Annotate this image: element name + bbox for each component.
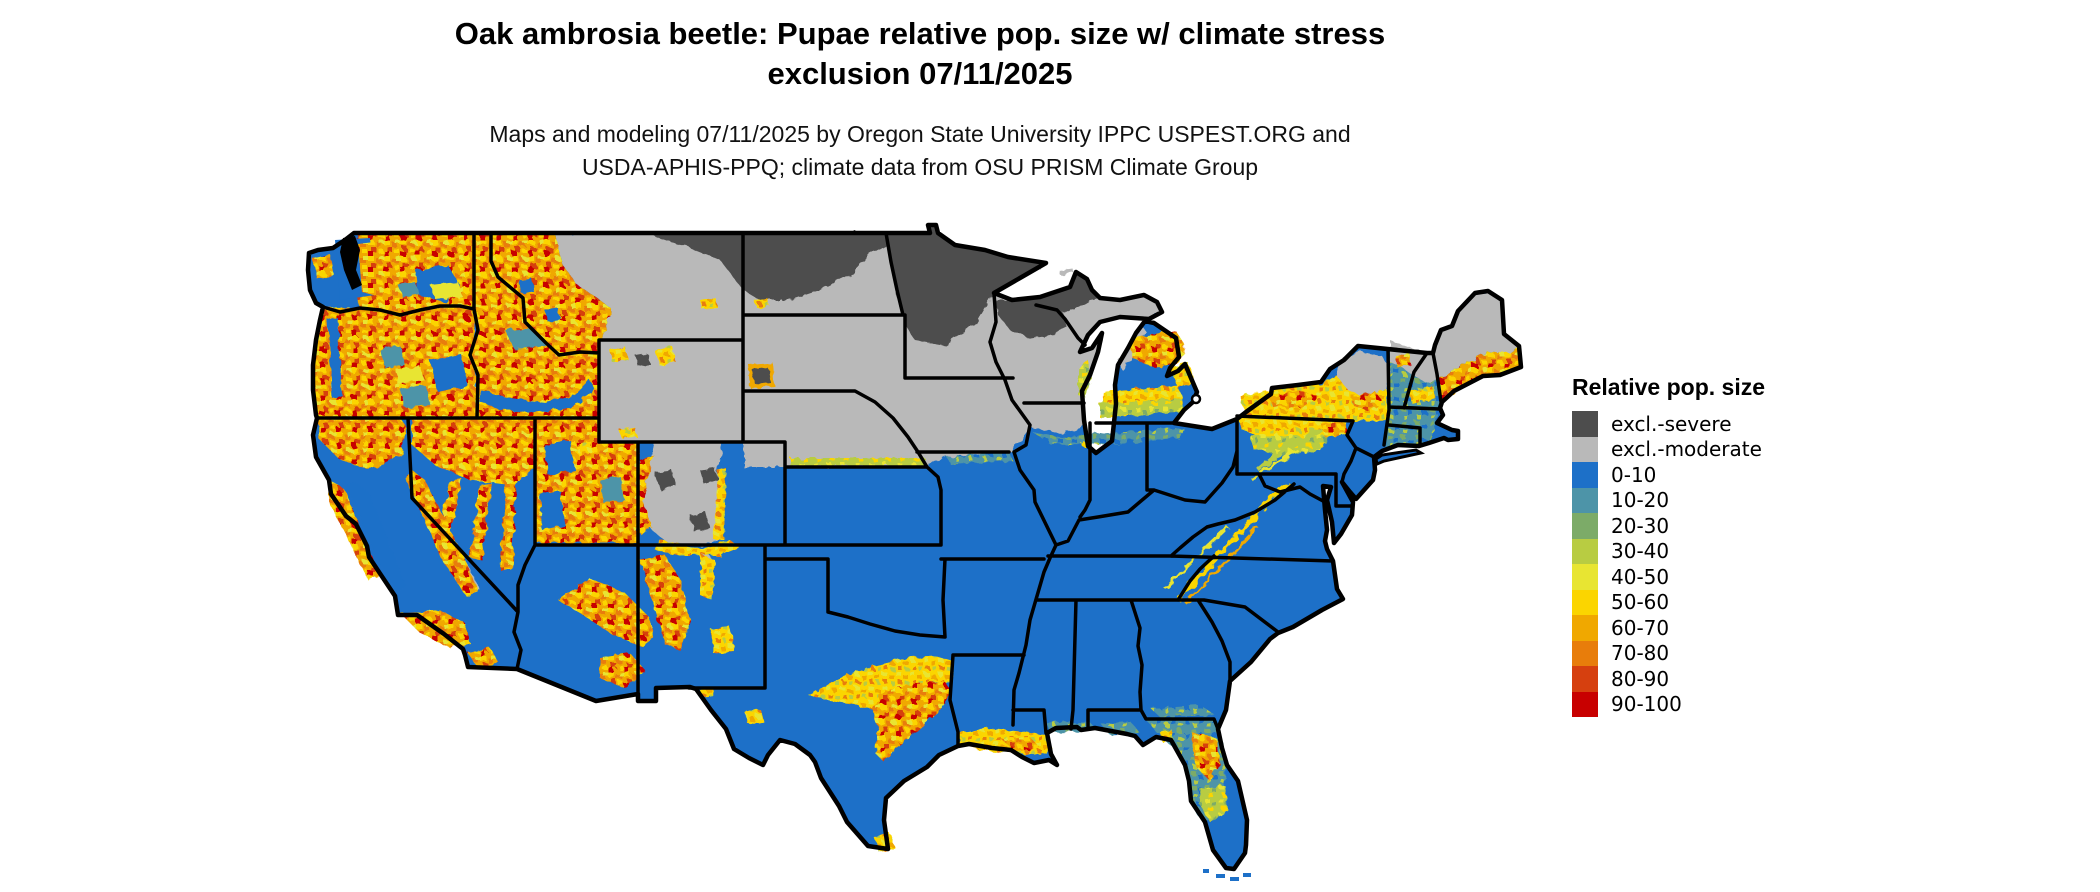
legend-swatch [1572,640,1598,666]
title-line-1: Oak ambrosia beetle: Pupae relative pop.… [454,16,1386,51]
legend-item-40-50: 40-50 [1572,564,1765,590]
state-borders [315,231,1443,748]
legend-swatch [1572,615,1598,641]
legend-swatch [1572,513,1598,539]
legend-item-30-40: 30-40 [1572,538,1765,564]
legend-label: 10-20 [1611,488,1670,513]
islands [1190,393,1426,881]
legend-item-70-80: 70-80 [1572,640,1765,666]
legend-item-excl-moderate: excl.-moderate [1572,436,1765,462]
legend-swatch [1572,411,1598,437]
legend-swatch [1572,538,1598,564]
legend-item-50-60: 50-60 [1572,589,1765,615]
legend-item-80-90: 80-90 [1572,666,1765,692]
legend-label: 90-100 [1611,692,1682,717]
legend-label: 30-40 [1611,539,1670,564]
legend-label: 20-30 [1611,513,1670,538]
legend-swatch [1572,564,1598,590]
legend-item-90-100: 90-100 [1572,691,1765,717]
subtitle-line-1: Maps and modeling 07/11/2025 by Oregon S… [489,121,1351,147]
legend: Relative pop. size excl.-severe excl.-mo… [1572,374,1765,717]
legend-title: Relative pop. size [1572,374,1766,400]
legend-swatch [1572,436,1598,462]
legend-label: 50-60 [1611,590,1670,615]
legend-item-excl-severe: excl.-severe [1572,411,1765,437]
legend-label: 40-50 [1611,564,1670,589]
map-raster-regions [312,225,1521,853]
legend-swatch [1572,691,1598,717]
map-title: Oak ambrosia beetle: Pupae relative pop.… [0,14,1840,94]
legend-label: 80-90 [1611,666,1670,691]
national-outline [305,222,1524,872]
legend-label: 60-70 [1611,615,1670,640]
legend-label: 0-10 [1611,462,1657,487]
legend-swatch [1572,462,1598,488]
legend-label: excl.-severe [1611,411,1732,436]
legend-item-0-10: 0-10 [1572,462,1765,488]
legend-item-20-30: 20-30 [1572,513,1765,539]
legend-swatch [1572,487,1598,513]
subtitle-line-2: USDA-APHIS-PPQ; climate data from OSU PR… [581,154,1259,180]
legend-swatch [1572,666,1598,692]
legend-swatch [1572,589,1598,615]
title-line-2: exclusion 07/11/2025 [767,56,1073,91]
legend-label: excl.-moderate [1611,437,1762,462]
legend-item-60-70: 60-70 [1572,615,1765,641]
map-subtitle: Maps and modeling 07/11/2025 by Oregon S… [0,118,1840,184]
legend-label: 70-80 [1611,641,1670,666]
legend-item-10-20: 10-20 [1572,487,1765,513]
puget-sound-water [335,236,377,300]
